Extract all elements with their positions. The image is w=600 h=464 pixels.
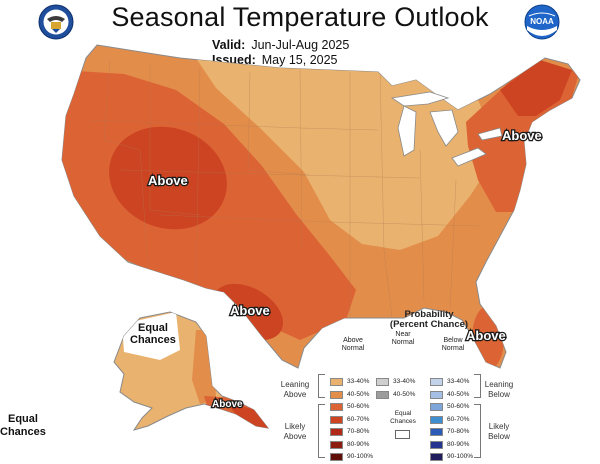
likely-below-2: Below: [488, 432, 510, 441]
alaska-ec-label-1: Equal: [138, 322, 168, 334]
leaning-above-label: Leaning Above: [272, 380, 318, 400]
above-swatch-label: 60-70%: [347, 415, 370, 423]
leaning-below-1: Leaning: [484, 380, 514, 389]
texas-label: Above: [230, 303, 270, 318]
page-title: Seasonal Temperature Outlook: [111, 2, 489, 32]
hawaii-ec-label-1: Equal: [8, 413, 38, 425]
leaning-below-brace: [474, 374, 481, 398]
below-swatch: [430, 440, 443, 449]
issued-value: May 15, 2025: [261, 53, 338, 67]
leaning-above-2: Above: [283, 390, 307, 399]
above-normal-heading: Above Normal: [330, 337, 376, 353]
above-swatch-label: 70-80%: [347, 428, 370, 435]
above-swatch: [330, 415, 343, 424]
equal-chances-1: Equal: [394, 410, 412, 417]
florida-label: Above: [466, 328, 506, 343]
valid-value: Jun-Jul-Aug 2025: [251, 38, 350, 52]
near-swatch-label: 33-40%: [393, 378, 416, 385]
above-head-2: Normal: [341, 345, 365, 352]
below-swatch: [430, 428, 443, 436]
valid-label: Valid:: [212, 38, 246, 52]
below-swatch-label: 80-90%: [447, 440, 470, 448]
likely-above-1: Likely: [284, 422, 306, 431]
near-head-2: Normal: [391, 339, 415, 346]
probability-legend: Probability (Percent Chance) Above Norma…: [281, 310, 600, 464]
legend-title-line-2: (Percent Chance): [389, 319, 469, 330]
near-swatch-label: 40-50%: [393, 390, 416, 398]
leaning-below-2: Below: [488, 390, 510, 399]
leaning-above-1: Leaning: [280, 380, 310, 389]
legend-title: Probability (Percent Chance): [354, 310, 504, 330]
above-swatch-label: 33-40%: [347, 378, 370, 385]
hawaii-ec-label-2: Chances: [0, 426, 46, 438]
equal-chances-swatch: [395, 430, 410, 439]
above-swatch: [330, 453, 343, 461]
above-swatch-label: 80-90%: [347, 440, 370, 448]
below-swatch-label: 70-80%: [447, 428, 470, 435]
near-swatch: [376, 378, 389, 386]
below-normal-heading: Below Normal: [430, 337, 476, 353]
near-swatch: [376, 390, 389, 399]
above-swatch: [330, 390, 343, 399]
legend-title-line-1: Probability: [404, 309, 454, 320]
below-swatch-label: 33-40%: [447, 378, 470, 385]
near-normal-heading: Near Normal: [380, 331, 426, 347]
northeast-label: Above: [502, 128, 542, 143]
likely-above-2: Above: [283, 432, 307, 441]
above-head-1: Above: [343, 337, 363, 344]
equal-chances-key: Equal Chances: [380, 410, 426, 426]
below-swatch: [430, 390, 443, 399]
below-swatch-label: 90-100%: [447, 453, 474, 460]
likely-below-1: Likely: [488, 422, 510, 431]
below-head-1: Below: [443, 337, 463, 344]
likely-below-brace: [474, 404, 481, 458]
below-swatch: [430, 453, 443, 461]
below-swatch-label: 50-60%: [447, 403, 470, 410]
below-swatch: [430, 415, 443, 424]
near-head-1: Near: [395, 331, 411, 338]
below-swatch: [430, 378, 443, 386]
above-swatch-label: 90-100%: [347, 453, 374, 460]
valid-line: Valid: Jun-Jul-Aug 2025: [212, 38, 349, 52]
likely-above-label: Likely Above: [272, 422, 318, 442]
below-swatch-label: 40-50%: [447, 390, 470, 398]
equal-chances-2: Chances: [390, 418, 416, 425]
conus-region: [61, 44, 581, 369]
likely-below-label: Likely Below: [476, 422, 522, 442]
issued-line: Issued: May 15, 2025: [212, 53, 338, 67]
svg-text:NOAA: NOAA: [530, 17, 554, 26]
doc-seal-icon: [38, 4, 74, 40]
below-head-2: Normal: [441, 345, 465, 352]
alaska-south-label: Above: [212, 399, 243, 410]
below-swatch-label: 60-70%: [447, 415, 470, 423]
noaa-logo-icon: NOAA: [524, 4, 560, 40]
below-swatch: [430, 403, 443, 411]
leaning-above-brace: [318, 374, 325, 398]
leaning-below-label: Leaning Below: [476, 380, 522, 400]
likely-above-brace: [318, 404, 325, 458]
above-swatch: [330, 428, 343, 436]
above-swatch-label: 50-60%: [347, 403, 370, 410]
alaska-ec-label-2: Chances: [130, 334, 176, 346]
above-swatch: [330, 440, 343, 449]
west-label: Above: [148, 173, 188, 188]
above-swatch: [330, 378, 343, 386]
above-swatch: [330, 403, 343, 411]
above-swatch-label: 40-50%: [347, 390, 370, 398]
